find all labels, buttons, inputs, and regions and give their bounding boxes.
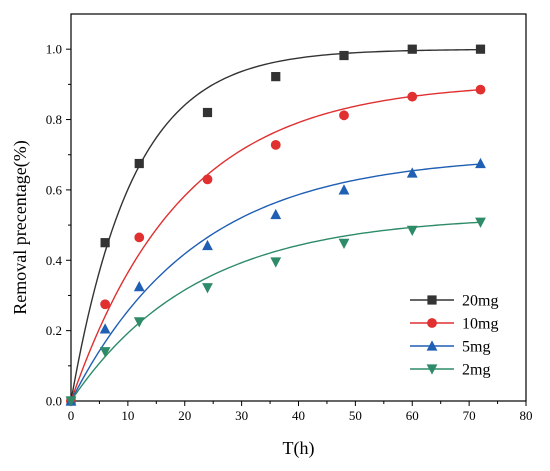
legend-marker-10mg <box>427 318 437 328</box>
data-point-20mg <box>202 107 213 118</box>
legend-marker-2mg <box>426 364 438 375</box>
data-point-5mg <box>475 157 486 169</box>
legend-marker-20mg <box>427 295 437 305</box>
data-point-5mg <box>133 281 145 292</box>
data-point-10mg <box>134 232 145 243</box>
data-point-2mg <box>406 225 418 236</box>
x-tick-label: 0 <box>68 408 75 423</box>
x-tick-label: 60 <box>406 408 419 423</box>
legend-label-10mg: 10mg <box>462 316 498 333</box>
data-point-2mg <box>133 317 145 328</box>
y-tick-label: 0.0 <box>46 394 62 409</box>
data-point-20mg <box>407 44 417 54</box>
x-tick-label: 50 <box>349 408 362 423</box>
legend-label-20mg: 20mg <box>462 293 498 310</box>
fit-curve-5mg <box>70 163 481 402</box>
fit-curve-10mg <box>70 89 481 402</box>
data-point-2mg <box>338 238 350 249</box>
data-point-2mg <box>65 396 77 407</box>
y-tick-label: 0.2 <box>46 323 62 338</box>
axes: 0 10 20 30 40 50 60 70 80 0.0 0.2 0.4 0.6 0.8 1.0 <box>46 13 533 423</box>
x-tick-label: 30 <box>235 408 248 423</box>
data-markers <box>65 44 486 407</box>
data-point-20mg <box>339 50 349 61</box>
data-point-5mg <box>202 239 213 251</box>
y-tick-label: 1.0 <box>46 42 62 57</box>
fit-curve-2mg <box>70 221 481 402</box>
data-point-10mg <box>339 110 349 121</box>
y-tick-label: 0.4 <box>46 253 63 268</box>
data-point-10mg <box>475 84 486 95</box>
data-point-20mg <box>475 44 486 54</box>
data-point-20mg <box>134 158 144 169</box>
data-point-10mg <box>100 299 111 310</box>
legend-marker-5mg <box>426 340 438 351</box>
x-tick-label: 70 <box>463 408 476 423</box>
data-point-2mg <box>99 347 111 358</box>
plot-frame <box>70 13 527 402</box>
data-point-2mg <box>270 257 282 268</box>
data-point-2mg <box>475 217 486 228</box>
fit-curve-20mg <box>70 48 481 402</box>
data-point-5mg <box>406 167 418 178</box>
data-point-10mg <box>270 139 281 150</box>
legend-label-2mg: 2mg <box>462 362 490 379</box>
x-tick-label: 10 <box>121 408 134 423</box>
data-point-10mg <box>407 91 418 102</box>
x-tick-label: 80 <box>520 408 533 423</box>
fit-curves <box>70 48 481 402</box>
data-point-20mg <box>100 238 110 248</box>
data-point-5mg <box>338 184 350 195</box>
data-point-2mg <box>202 283 213 294</box>
x-tick-label: 40 <box>292 408 305 423</box>
y-tick-label: 0.6 <box>46 182 63 197</box>
data-point-5mg <box>99 323 111 334</box>
legend-label-5mg: 5mg <box>462 339 490 356</box>
y-axis-title: Removal precentage(%) <box>10 140 31 314</box>
data-point-10mg <box>202 174 213 185</box>
legend: 20mg 10mg 5mg 2mg <box>410 293 498 379</box>
y-tick-label: 0.8 <box>46 112 62 127</box>
data-point-20mg <box>271 72 281 82</box>
x-axis-title: T(h) <box>283 438 315 459</box>
x-tick-label: 20 <box>178 408 191 423</box>
data-point-5mg <box>270 208 282 220</box>
